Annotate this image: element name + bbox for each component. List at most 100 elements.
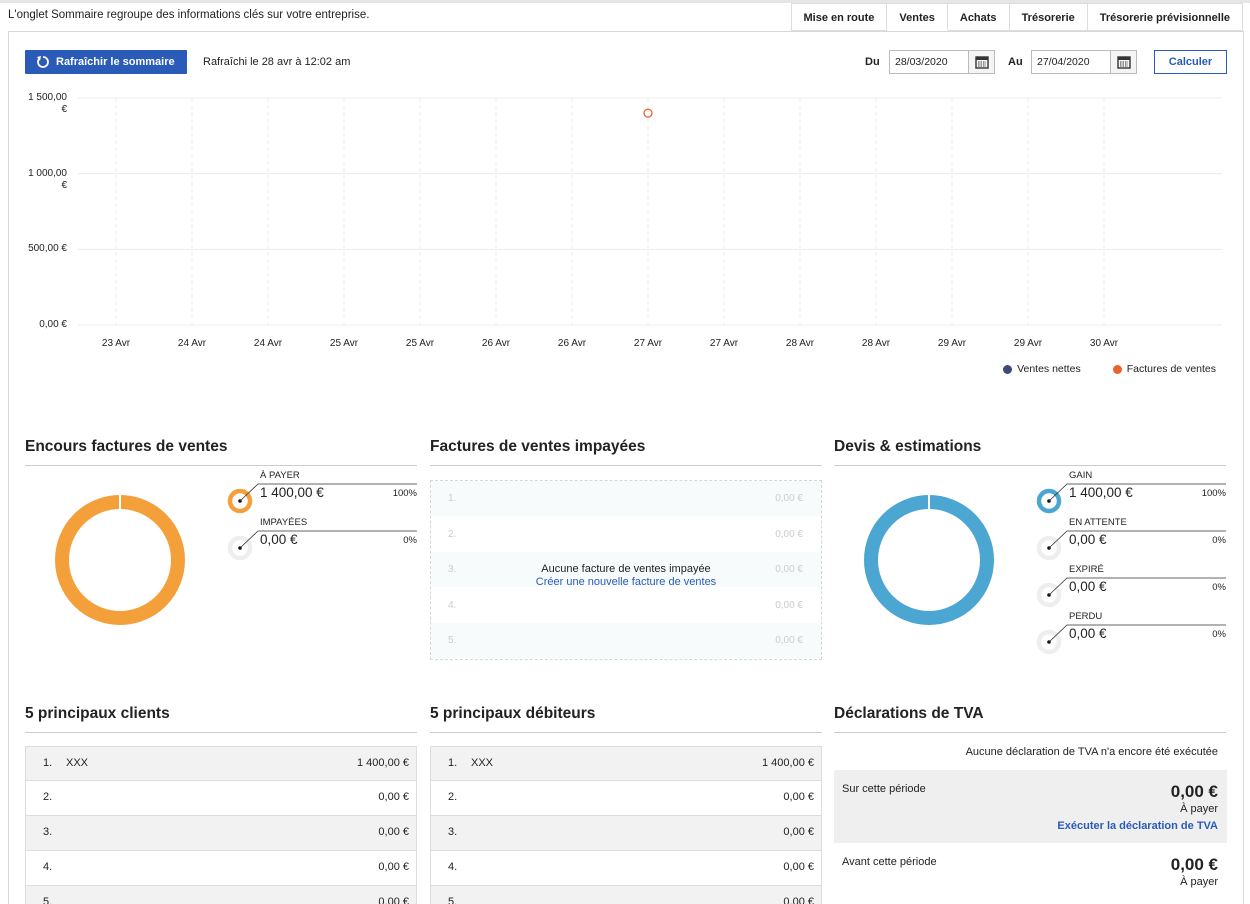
row-rank: 4. [43,861,53,873]
tab[interactable]: Trésorerie [1009,3,1088,31]
refresh-label: Rafraîchir le sommaire [56,56,175,68]
series-point [643,108,653,118]
y-tick-label: 1 000,00 € [28,167,67,191]
item-ring [1036,629,1062,655]
ghost-row: 1. 0,00 € [431,481,821,516]
item-ring [1036,488,1062,514]
ghost-row: 5. 0,00 € [431,623,821,658]
row-rank: 3. [448,826,458,838]
cal-top [1118,57,1130,60]
y-tick-label: 500,00 € [28,243,67,255]
item-ring [227,535,253,561]
ghost-amount: 0,00 € [775,528,803,540]
ghost-row: 3. 0,00 € [431,552,821,587]
vat-before-label: Avant cette période [842,856,937,868]
item-percent: 0% [1212,535,1226,546]
row-rank: 5. [43,896,53,904]
vat-current-sub: À payer [1180,803,1218,815]
item-amount: 0,00 € [1069,626,1107,641]
item-percent: 0% [1212,582,1226,593]
ghost-rank: 2. [448,528,457,540]
main-panel [8,31,1244,904]
y-tick-label: 1 500,00 € [28,92,67,115]
ghost-rank: 4. [448,599,457,611]
calendar-button[interactable] [969,50,995,74]
ghost-amount: 0,00 € [775,635,803,646]
ghost-amount: 0,00 € [775,493,803,504]
row-rank: 2. [43,791,53,803]
table-row: 1. XXX 1 400,00 € [430,746,822,781]
item-connector [239,483,417,502]
create-link[interactable]: Créer une nouvelle facture de ventes [535,576,717,588]
x-tick-label: 24 Avr [177,338,207,349]
row-amount: 0,00 € [783,826,814,838]
table-row: 4. 0,00 € [430,851,822,886]
item-percent: 0% [403,535,417,546]
calculate-label: Calculer [1168,56,1213,68]
row-amount: 0,00 € [378,791,409,803]
table-row: 5. 0,00 € [25,886,417,904]
vat-current-amount: 0,00 € [1170,782,1218,801]
row-rank: 5. [448,896,458,904]
tab[interactable]: Mise en route [791,3,888,31]
x-tick-label: 26 Avr [481,338,511,349]
table-row: 3. 0,00 € [25,816,417,851]
date-input[interactable]: 28/03/2020 [889,50,969,74]
item-percent: 100% [1201,488,1226,499]
item-label: GAIN [1069,470,1093,481]
item-connector [1048,483,1226,502]
date-input[interactable]: 27/04/2020 [1031,50,1111,74]
calculate-button[interactable]: Calculer [1154,50,1227,74]
legend: Ventes nettes Factures de ventes [1003,362,1216,376]
refresh-button[interactable]: Rafraîchir le sommaire [25,50,187,74]
ghost-row: 2. 0,00 € [431,516,821,552]
item-label: EN ATTENTE [1069,517,1127,528]
unpaid-box: 1. 0,00 € 2. 0,00 € 3. 0,00 € 4. 0,00 € 5. 0,00 € [430,480,822,660]
tab[interactable]: Ventes [887,3,948,31]
tab[interactable]: Trésorerie prévisionnelle [1087,3,1243,31]
x-tick-label: 23 Avr [101,338,131,349]
refreshed-at: Rafraîchi le 28 avr à 12:02 am [203,56,351,68]
item-label: IMPAYÉES [260,517,308,528]
section-title: 5 principaux débiteurs [430,705,596,722]
vat-run-link[interactable]: Exécuter la déclaration de TVA [1057,820,1218,832]
section-title: 5 principaux clients [25,705,170,722]
item-ring [227,488,253,514]
item-amount: 0,00 € [1069,532,1107,547]
item-connector [239,530,417,549]
cal-grid [1120,61,1128,67]
refresh-arrow [37,56,41,61]
item-label: À PAYER [260,470,300,481]
tab[interactable]: Achats [947,3,1010,31]
row-rank: 4. [448,861,458,873]
legend-item: Ventes nettes [1003,362,1081,376]
item-amount: 1 400,00 € [1069,485,1133,500]
row-name: XXX [66,757,89,769]
x-tick-label: 29 Avr [937,338,967,349]
item-connector [1048,624,1226,643]
x-tick-label: 28 Avr [785,338,815,349]
donut [864,495,994,625]
item-ring [1036,535,1062,561]
x-tick-label: 26 Avr [557,338,587,349]
refresh-icon [37,56,49,68]
x-tick-label: 30 Avr [1089,338,1119,349]
ghost-row: 4. 0,00 € [431,587,821,623]
row-rank: 3. [43,826,53,838]
item-label: PERDU [1069,611,1103,622]
calendar-icon [975,56,989,69]
empty-message: Aucune facture de ventes impayée [541,563,711,575]
section-title: Devis & estimations [834,438,982,455]
row-amount: 1 400,00 € [357,757,409,769]
row-amount: 0,00 € [378,896,409,904]
item-percent: 100% [392,488,417,499]
x-tick-label: 24 Avr [253,338,283,349]
row-rank: 1. [448,757,458,769]
section-rule [430,465,822,466]
table-row: 2. 0,00 € [430,781,822,816]
calendar-button[interactable] [1111,50,1137,74]
row-rank: 2. [448,791,458,803]
item-ring [1036,582,1062,608]
row-amount: 1 400,00 € [762,757,814,769]
from-label: Du [865,56,880,68]
